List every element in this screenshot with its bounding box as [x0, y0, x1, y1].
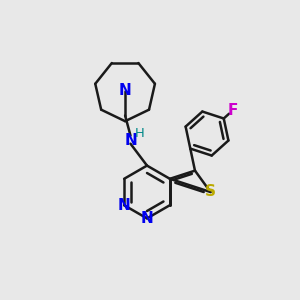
Text: F: F — [228, 103, 238, 118]
Text: H: H — [135, 127, 144, 140]
Text: S: S — [205, 184, 216, 200]
Text: N: N — [119, 83, 131, 98]
Text: N: N — [124, 133, 137, 148]
Text: N: N — [141, 211, 153, 226]
Text: N: N — [118, 198, 130, 213]
